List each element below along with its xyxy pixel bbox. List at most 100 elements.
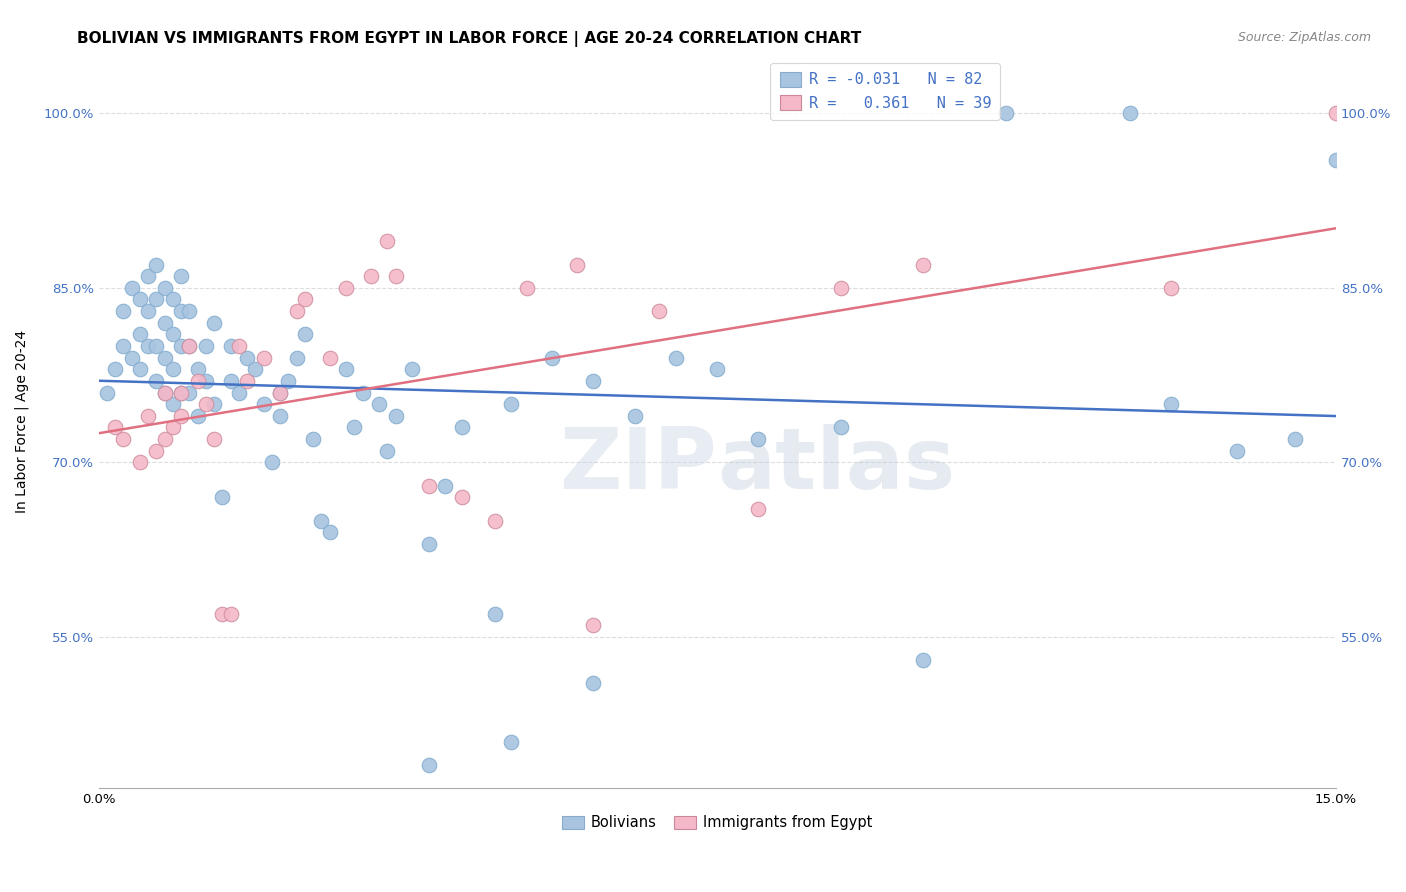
Point xyxy=(384,409,406,423)
Point xyxy=(269,385,291,400)
Point xyxy=(830,281,852,295)
Point xyxy=(375,235,398,249)
Point xyxy=(541,351,564,365)
Point xyxy=(565,258,588,272)
Point xyxy=(484,607,506,621)
Point xyxy=(153,432,176,446)
Point xyxy=(170,409,193,423)
Point xyxy=(128,455,150,469)
Point xyxy=(228,385,250,400)
Point xyxy=(830,420,852,434)
Y-axis label: In Labor Force | Age 20-24: In Labor Force | Age 20-24 xyxy=(15,330,30,513)
Point xyxy=(162,293,184,307)
Point xyxy=(623,409,645,423)
Point xyxy=(194,397,217,411)
Point xyxy=(112,432,135,446)
Point xyxy=(121,281,143,295)
Point xyxy=(335,281,357,295)
Point xyxy=(418,478,440,492)
Point xyxy=(219,339,242,353)
Point xyxy=(162,362,184,376)
Point xyxy=(747,432,769,446)
Point xyxy=(912,653,935,667)
Point xyxy=(302,432,325,446)
Point xyxy=(145,374,167,388)
Point xyxy=(211,607,233,621)
Point xyxy=(277,374,299,388)
Point xyxy=(582,676,605,690)
Point xyxy=(179,304,201,318)
Point xyxy=(516,281,538,295)
Point xyxy=(112,304,135,318)
Point xyxy=(368,397,391,411)
Point xyxy=(747,502,769,516)
Point xyxy=(582,618,605,632)
Point xyxy=(202,432,225,446)
Point xyxy=(252,351,274,365)
Text: Source: ZipAtlas.com: Source: ZipAtlas.com xyxy=(1237,31,1371,45)
Point xyxy=(318,351,340,365)
Point xyxy=(104,420,127,434)
Point xyxy=(245,362,267,376)
Point xyxy=(211,491,233,505)
Point xyxy=(162,397,184,411)
Point xyxy=(179,385,201,400)
Point xyxy=(1160,281,1182,295)
Point xyxy=(269,409,291,423)
Point xyxy=(360,269,382,284)
Point xyxy=(170,385,193,400)
Point xyxy=(96,385,118,400)
Point xyxy=(484,514,506,528)
Point xyxy=(194,374,217,388)
Point xyxy=(136,304,159,318)
Point xyxy=(375,443,398,458)
Point xyxy=(318,525,340,540)
Point xyxy=(136,269,159,284)
Point xyxy=(269,385,291,400)
Point xyxy=(450,491,472,505)
Point xyxy=(162,327,184,342)
Point xyxy=(912,258,935,272)
Point xyxy=(170,339,193,353)
Point xyxy=(219,607,242,621)
Point xyxy=(499,397,522,411)
Point xyxy=(187,374,209,388)
Point xyxy=(153,281,176,295)
Point xyxy=(434,478,457,492)
Point xyxy=(994,106,1017,120)
Point xyxy=(145,443,167,458)
Point xyxy=(145,293,167,307)
Point xyxy=(384,269,406,284)
Point xyxy=(252,397,274,411)
Point xyxy=(170,385,193,400)
Point xyxy=(294,293,316,307)
Point xyxy=(311,514,333,528)
Point xyxy=(665,351,688,365)
Point xyxy=(136,409,159,423)
Point xyxy=(1160,397,1182,411)
Point xyxy=(194,339,217,353)
Point xyxy=(582,374,605,388)
Point xyxy=(1324,106,1347,120)
Point xyxy=(219,374,242,388)
Point xyxy=(153,316,176,330)
Point xyxy=(401,362,423,376)
Point xyxy=(104,362,127,376)
Point xyxy=(128,293,150,307)
Point xyxy=(236,374,259,388)
Point xyxy=(1226,443,1249,458)
Text: ZIP: ZIP xyxy=(560,424,717,508)
Point xyxy=(187,362,209,376)
Point xyxy=(187,409,209,423)
Point xyxy=(128,362,150,376)
Legend: Bolivians, Immigrants from Egypt: Bolivians, Immigrants from Egypt xyxy=(555,809,879,836)
Point xyxy=(202,397,225,411)
Point xyxy=(170,269,193,284)
Point xyxy=(153,351,176,365)
Point xyxy=(153,385,176,400)
Point xyxy=(1284,432,1306,446)
Point xyxy=(179,339,201,353)
Point xyxy=(335,362,357,376)
Point xyxy=(418,758,440,772)
Point xyxy=(706,362,728,376)
